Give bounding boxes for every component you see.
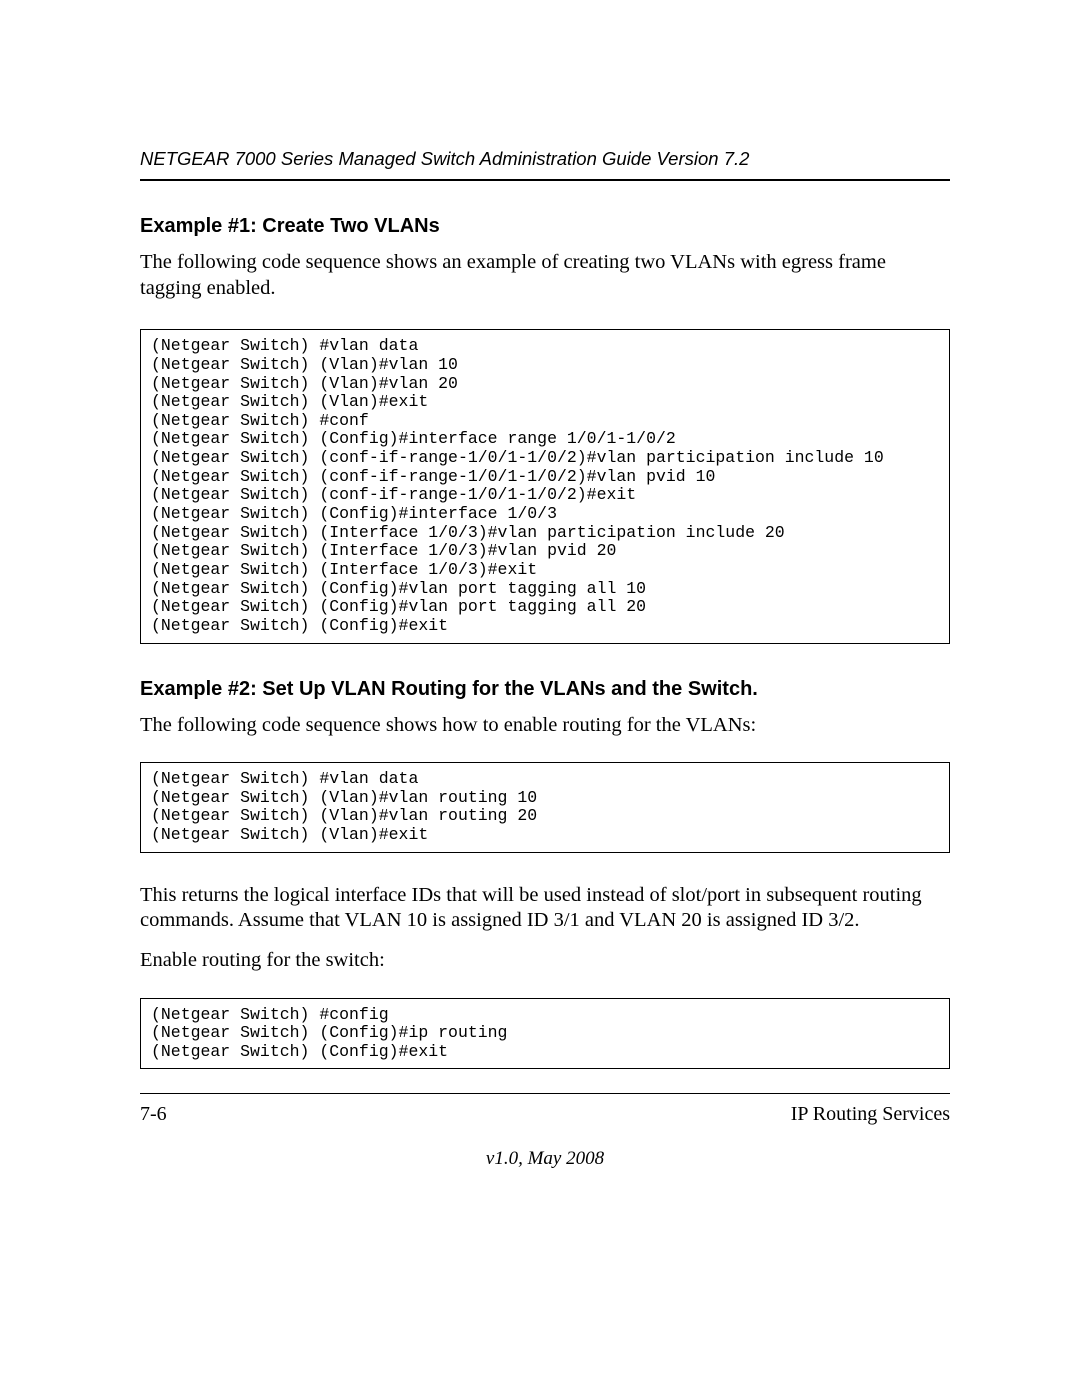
section-title-1: Example #1: Create Two VLANs [140, 215, 950, 238]
running-header: NETGEAR 7000 Series Managed Switch Admin… [140, 148, 950, 181]
section-intro-2: The following code sequence shows how to… [140, 713, 950, 739]
page-number: 7-6 [140, 1103, 167, 1126]
footer-line: 7-6 IP Routing Services [140, 1103, 950, 1126]
section-intro-1: The following code sequence shows an exa… [140, 250, 950, 301]
page-footer: 7-6 IP Routing Services v1.0, May 2008 [140, 1093, 950, 1170]
code-block-1: (Netgear Switch) #vlan data (Netgear Swi… [140, 329, 950, 643]
code-block-3: (Netgear Switch) #config (Netgear Switch… [140, 998, 950, 1070]
section-after-text-2a: This returns the logical interface IDs t… [140, 883, 950, 934]
page-content: NETGEAR 7000 Series Managed Switch Admin… [0, 0, 1080, 1069]
section-name: IP Routing Services [791, 1103, 950, 1126]
code-block-2: (Netgear Switch) #vlan data (Netgear Swi… [140, 762, 950, 853]
section-after-text-2b: Enable routing for the switch: [140, 948, 950, 974]
footer-rule [140, 1093, 950, 1094]
footer-version: v1.0, May 2008 [140, 1148, 950, 1170]
section-title-2: Example #2: Set Up VLAN Routing for the … [140, 678, 950, 701]
